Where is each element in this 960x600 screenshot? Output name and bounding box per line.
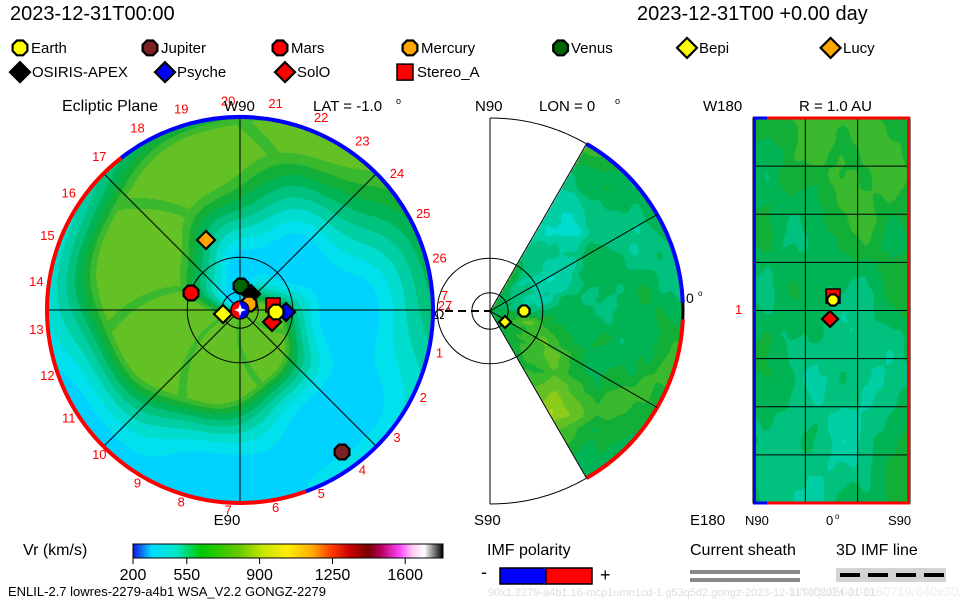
svg-text:OSIRIS-APEX: OSIRIS-APEX bbox=[32, 64, 128, 81]
svg-text:W90: W90 bbox=[224, 98, 255, 115]
svg-text:4: 4 bbox=[359, 462, 366, 477]
svg-text:N90: N90 bbox=[475, 98, 503, 115]
svg-text:2024-01-01: 2024-01-01 bbox=[820, 587, 876, 599]
svg-text:o: o bbox=[446, 305, 451, 314]
svg-text:2023-12-31T00:00: 2023-12-31T00:00 bbox=[10, 3, 175, 25]
svg-text:9: 9 bbox=[134, 476, 141, 491]
svg-text:26: 26 bbox=[432, 251, 446, 266]
svg-text:90x1.2279-a4b1.16-mcp1umn1cd-1: 90x1.2279-a4b1.16-mcp1umn1cd-1.g53q5d2.g… bbox=[488, 587, 820, 599]
svg-text:15: 15 bbox=[40, 228, 54, 243]
svg-text:1: 1 bbox=[436, 345, 443, 360]
svg-text:S90: S90 bbox=[474, 512, 501, 529]
svg-text:5: 5 bbox=[318, 486, 325, 501]
svg-text:LON = 0: LON = 0 bbox=[539, 98, 595, 115]
svg-text:1: 1 bbox=[735, 302, 742, 317]
svg-text:S90: S90 bbox=[888, 513, 911, 528]
svg-text:3: 3 bbox=[393, 430, 400, 445]
svg-text:14: 14 bbox=[29, 274, 43, 289]
svg-text:10: 10 bbox=[92, 447, 106, 462]
svg-text:0: 0 bbox=[826, 513, 833, 528]
svg-text:23: 23 bbox=[355, 134, 369, 149]
svg-text:Stereo_A: Stereo_A bbox=[417, 64, 480, 81]
svg-text:SolO: SolO bbox=[297, 64, 330, 81]
svg-text:19: 19 bbox=[174, 102, 188, 117]
svg-text:E180: E180 bbox=[690, 512, 725, 529]
svg-text:Ecliptic Plane: Ecliptic Plane bbox=[62, 98, 158, 115]
svg-text:o: o bbox=[396, 96, 401, 106]
svg-text:R = 1.0 AU: R = 1.0 AU bbox=[799, 98, 872, 115]
svg-text:24: 24 bbox=[390, 166, 404, 181]
svg-text:2: 2 bbox=[420, 390, 427, 405]
svg-text:11: 11 bbox=[62, 411, 76, 426]
svg-text:1600: 1600 bbox=[387, 567, 423, 584]
svg-text:21: 21 bbox=[268, 96, 282, 111]
svg-text:Mercury: Mercury bbox=[421, 40, 476, 57]
svg-text:Ω: Ω bbox=[434, 306, 444, 322]
svg-text:8: 8 bbox=[178, 494, 185, 509]
svg-text:18: 18 bbox=[130, 120, 144, 135]
svg-text:IMF polarity: IMF polarity bbox=[487, 542, 571, 559]
svg-text:+: + bbox=[600, 565, 611, 585]
svg-text:Vr (km/s): Vr (km/s) bbox=[23, 542, 87, 559]
svg-text:o: o bbox=[835, 512, 840, 521]
svg-text:Jupiter: Jupiter bbox=[161, 40, 206, 57]
svg-text:1250: 1250 bbox=[315, 567, 351, 584]
svg-text:N90: N90 bbox=[745, 513, 769, 528]
svg-text:Current sheath: Current sheath bbox=[690, 542, 796, 559]
svg-text:-: - bbox=[481, 562, 487, 582]
svg-text:o: o bbox=[615, 96, 620, 106]
svg-text:Bepi: Bepi bbox=[699, 40, 729, 57]
svg-text:Psyche: Psyche bbox=[177, 64, 226, 81]
svg-text:550: 550 bbox=[173, 567, 200, 584]
svg-text:0: 0 bbox=[686, 290, 694, 306]
svg-text:Lucy: Lucy bbox=[843, 40, 875, 57]
svg-text:900: 900 bbox=[246, 567, 273, 584]
svg-text:2023-12-31T00 +0.00 day: 2023-12-31T00 +0.00 day bbox=[637, 3, 868, 25]
svg-text:17: 17 bbox=[92, 149, 106, 164]
svg-text:E90: E90 bbox=[214, 512, 241, 529]
svg-text:7: 7 bbox=[441, 288, 448, 303]
svg-text:16: 16 bbox=[61, 185, 75, 200]
svg-text:o: o bbox=[698, 289, 703, 298]
svg-text:12: 12 bbox=[40, 368, 54, 383]
svg-text:Earth: Earth bbox=[31, 40, 67, 57]
svg-text:ENLIL-2.7 lowres-2279-a4b1 WSA: ENLIL-2.7 lowres-2279-a4b1 WSA_V2.2 GONG… bbox=[8, 584, 326, 599]
svg-text:Mars: Mars bbox=[291, 40, 324, 57]
svg-text:200: 200 bbox=[120, 567, 147, 584]
svg-text:25: 25 bbox=[416, 206, 430, 221]
svg-text:W180: W180 bbox=[703, 98, 742, 115]
svg-text:LAT = -1.0: LAT = -1.0 bbox=[313, 98, 382, 115]
svg-text:6: 6 bbox=[272, 500, 279, 515]
svg-text:13: 13 bbox=[29, 322, 43, 337]
svg-text:Venus: Venus bbox=[571, 40, 613, 57]
svg-text:3D IMF line: 3D IMF line bbox=[836, 542, 918, 559]
